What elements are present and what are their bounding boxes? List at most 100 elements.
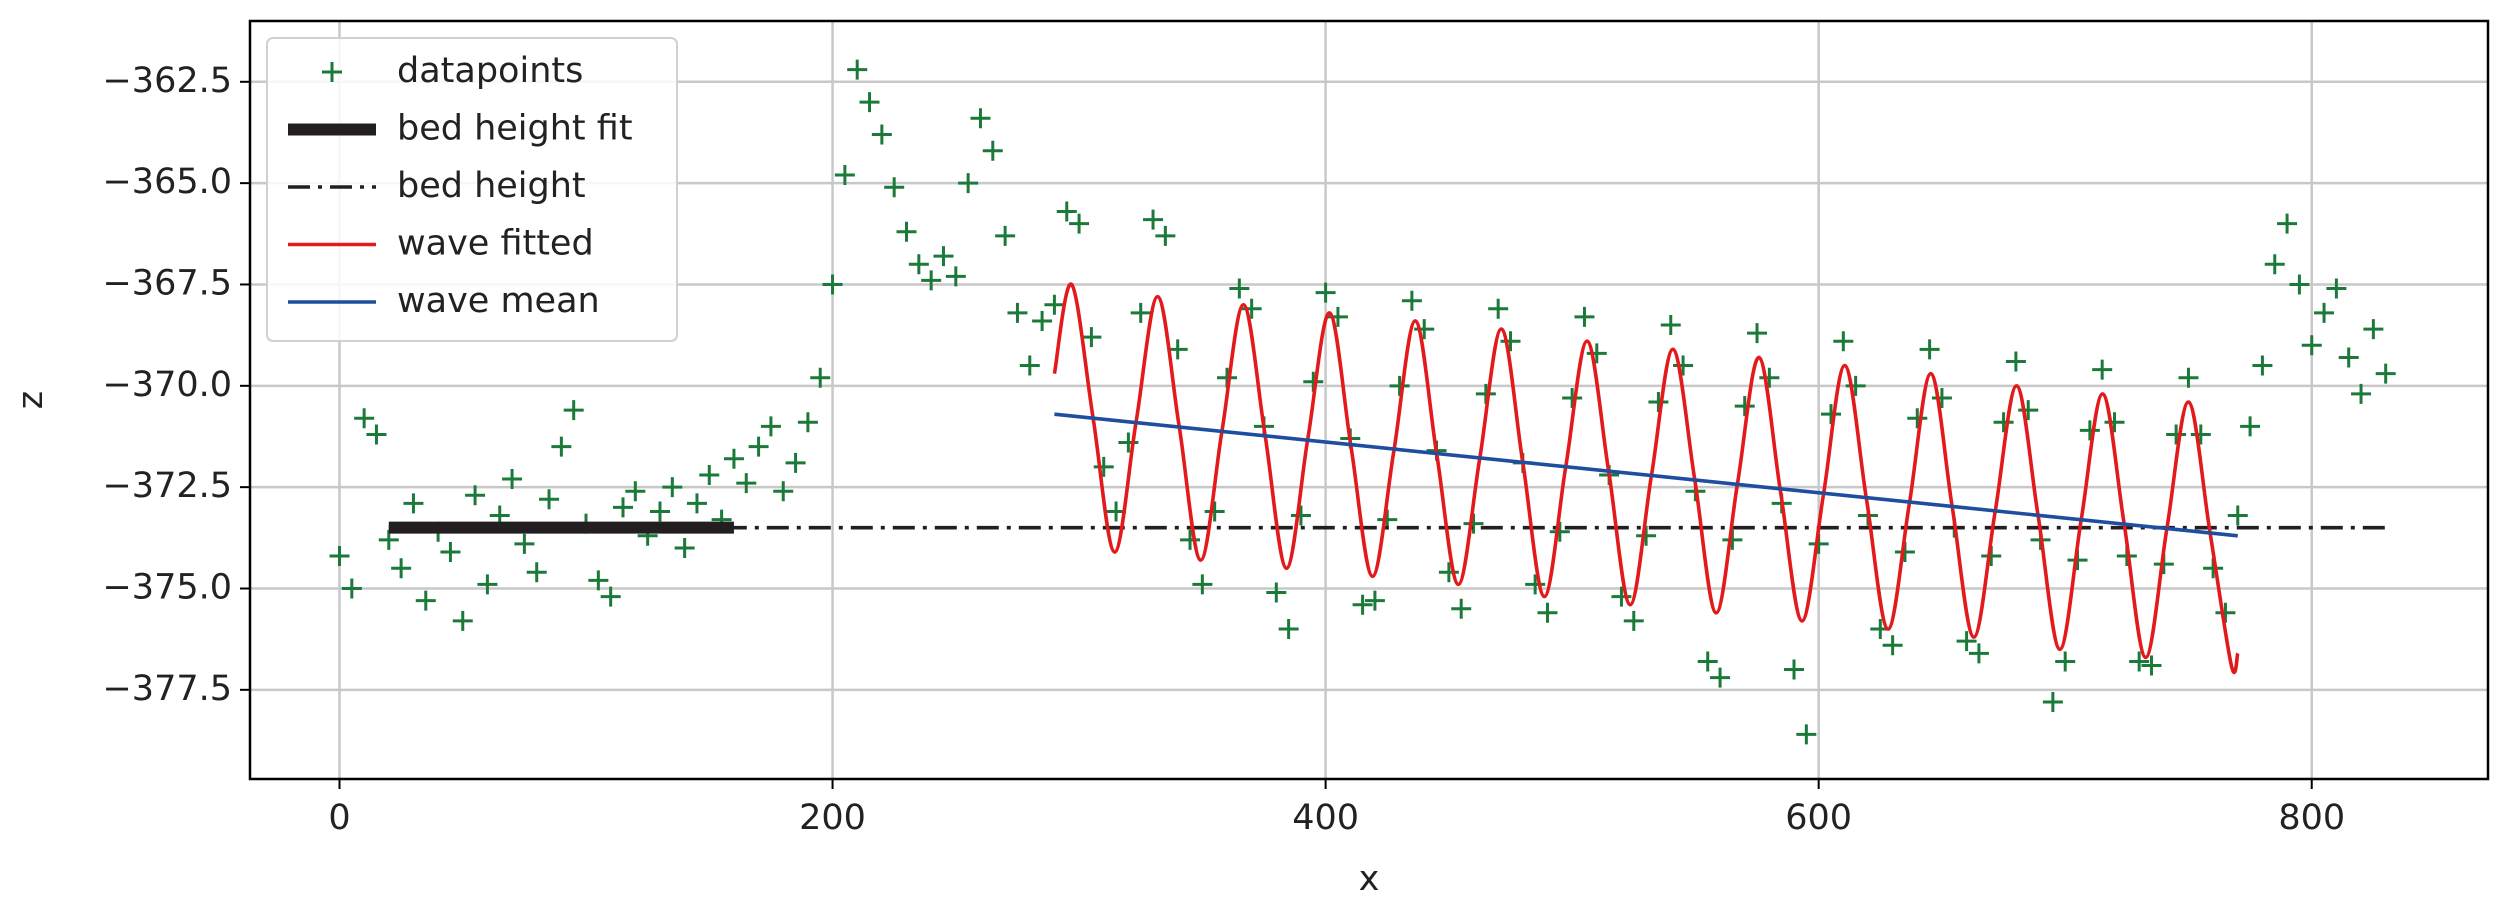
data-point: [736, 473, 757, 494]
data-point: [686, 493, 707, 514]
x-axis-label: x: [1359, 859, 1380, 899]
data-point: [2005, 351, 2026, 372]
data-point: [526, 562, 547, 583]
data-point: [1833, 331, 1854, 352]
data-point: [1759, 367, 1780, 388]
data-point: [1796, 724, 1817, 745]
data-point: [822, 274, 843, 295]
data-point: [908, 254, 929, 275]
data-point: [1549, 521, 1570, 542]
data-point: [921, 270, 942, 291]
data-point: [1032, 310, 1053, 331]
data-point: [773, 481, 794, 502]
data-point: [1093, 456, 1114, 477]
data-point: [699, 464, 720, 485]
data-point: [1500, 331, 1521, 352]
data-point: [1636, 525, 1657, 546]
data-point: [2166, 424, 2187, 445]
x-tick-label: 800: [2278, 798, 2345, 838]
data-point: [1931, 387, 1952, 408]
data-point: [465, 485, 486, 506]
data-point: [2277, 213, 2298, 234]
data-point: [847, 59, 868, 80]
data-point: [2351, 383, 2372, 404]
data-point: [1081, 327, 1102, 348]
data-point: [1463, 513, 1484, 534]
y-tick-label: −375.0: [102, 567, 232, 607]
data-point: [440, 542, 461, 563]
data-point: [1069, 213, 1090, 234]
data-point: [1673, 355, 1694, 376]
data-point: [625, 481, 646, 502]
data-point: [1734, 396, 1755, 417]
data-point: [1660, 315, 1681, 336]
data-point: [329, 546, 350, 567]
data-point: [2141, 655, 2162, 676]
data-point: [1130, 302, 1151, 323]
data-point: [1192, 574, 1213, 595]
line: [1052, 282, 2240, 675]
data-point: [1968, 643, 1989, 664]
data-point: [649, 501, 670, 522]
data-point: [884, 177, 905, 198]
data-point: [945, 266, 966, 287]
legend-label: bed height: [397, 166, 586, 206]
data-point: [2314, 302, 2335, 323]
data-point: [1525, 574, 1546, 595]
x-tick-label: 400: [1292, 798, 1359, 838]
y-tick-label: −370.0: [102, 365, 232, 405]
data-point: [452, 610, 473, 631]
data-point: [2215, 602, 2236, 623]
data-point: [1956, 631, 1977, 652]
data-point: [1562, 387, 1583, 408]
data-point: [1143, 209, 1164, 230]
data-point: [1623, 610, 1644, 631]
data-point: [2338, 347, 2359, 368]
y-axis-label: z: [11, 391, 51, 409]
data-point: [600, 586, 621, 607]
data-point: [1204, 501, 1225, 522]
data-point: [2178, 367, 2199, 388]
data-point: [613, 497, 633, 518]
data-point: [366, 424, 387, 445]
data-point: [1574, 306, 1595, 327]
data-point: [1389, 375, 1410, 396]
data-point: [1697, 651, 1718, 672]
x-tick-label: 0: [328, 798, 350, 838]
data-point: [1451, 598, 1472, 619]
data-point: [2240, 416, 2261, 437]
data-point: [674, 537, 695, 558]
data-point: [1019, 355, 1040, 376]
data-point: [2363, 319, 2384, 340]
data-point: [1044, 294, 1065, 315]
x-tick-label: 600: [1785, 798, 1852, 838]
data-point: [1438, 562, 1459, 583]
data-point: [514, 533, 535, 554]
data-point: [1364, 590, 1385, 611]
data-point: [1056, 201, 1077, 222]
data-point: [2018, 400, 2039, 421]
data-point: [1007, 302, 1028, 323]
data-point: [2042, 691, 2063, 712]
legend-marker: [322, 62, 342, 82]
data-point: [1352, 594, 1373, 615]
data-point: [1167, 339, 1188, 360]
data-point: [415, 590, 436, 611]
data-point: [859, 92, 880, 113]
data-point: [1648, 392, 1669, 413]
y-tick-label: −365.0: [102, 162, 232, 202]
data-point: [1611, 586, 1632, 607]
data-point: [723, 448, 744, 469]
data-point: [1784, 659, 1805, 680]
data-point: [539, 489, 560, 510]
y-tick-label: −362.5: [102, 61, 232, 101]
y-tick-label: −367.5: [102, 263, 232, 303]
data-point: [748, 436, 769, 457]
data-point: [1537, 602, 1558, 623]
data-point: [797, 412, 818, 433]
data-point: [391, 558, 412, 579]
data-point: [2227, 505, 2248, 526]
data-point: [1845, 375, 1866, 396]
